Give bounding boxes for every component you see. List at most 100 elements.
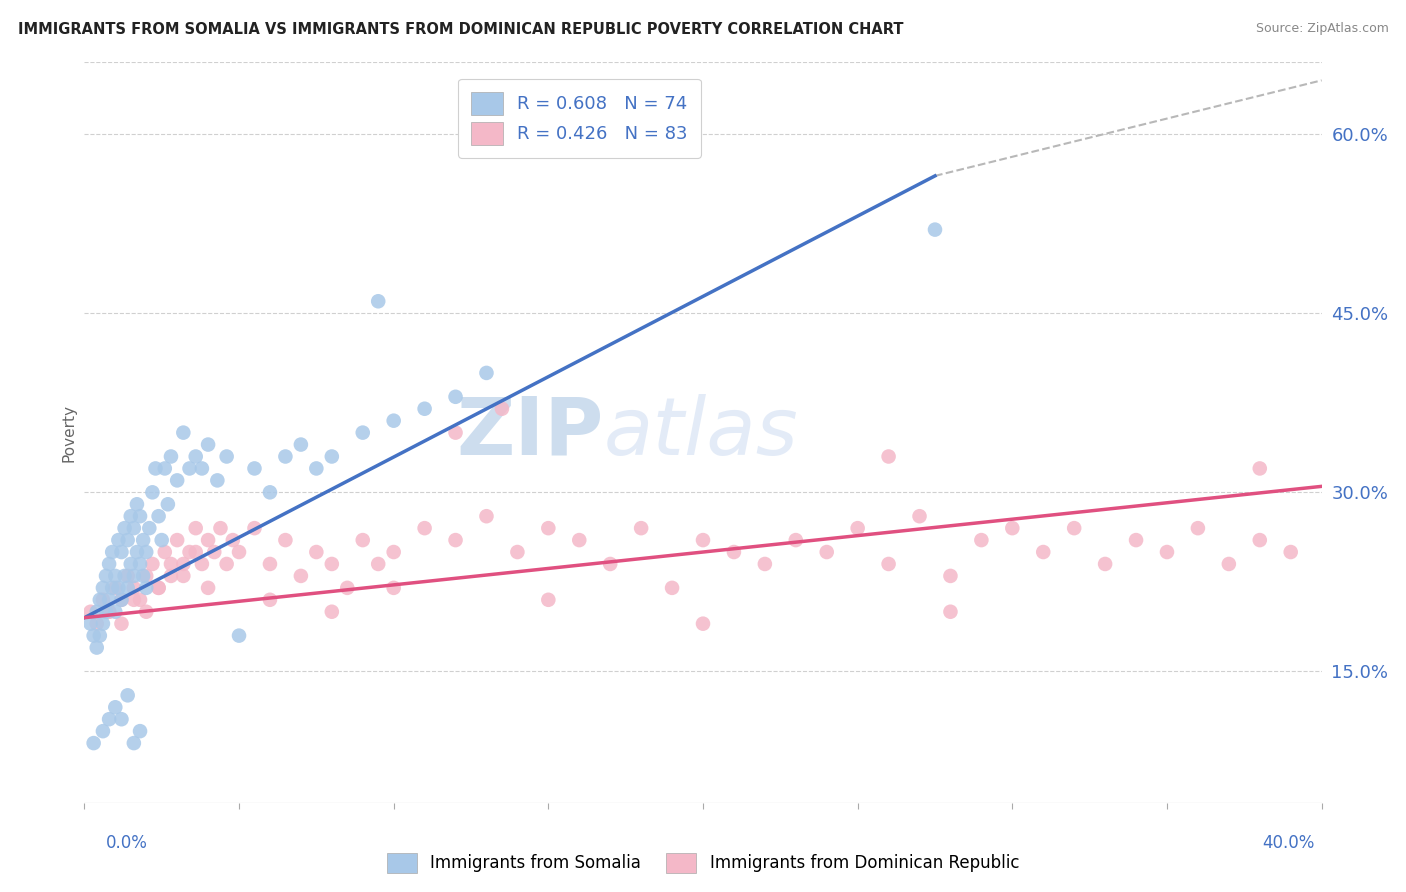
Point xyxy=(475,509,498,524)
Text: atlas: atlas xyxy=(605,393,799,472)
Point xyxy=(89,629,111,643)
Point xyxy=(692,616,714,631)
Point xyxy=(970,533,993,547)
Point xyxy=(125,545,148,559)
Point xyxy=(846,521,869,535)
Point xyxy=(135,569,157,583)
Point xyxy=(122,569,145,583)
Point xyxy=(228,629,250,643)
Point xyxy=(785,533,807,547)
Point xyxy=(630,521,652,535)
Point xyxy=(138,521,160,535)
Point xyxy=(98,605,121,619)
Point xyxy=(145,461,167,475)
Point xyxy=(1218,557,1240,571)
Point xyxy=(91,724,114,739)
Point xyxy=(117,689,139,703)
Point xyxy=(191,461,214,475)
Point xyxy=(184,545,207,559)
Point xyxy=(98,592,121,607)
Point xyxy=(1249,461,1271,475)
Point xyxy=(110,712,132,726)
Point xyxy=(132,569,155,583)
Point xyxy=(117,533,139,547)
Point xyxy=(215,450,238,464)
Legend: Immigrants from Somalia, Immigrants from Dominican Republic: Immigrants from Somalia, Immigrants from… xyxy=(380,847,1026,880)
Point xyxy=(122,581,145,595)
Text: IMMIGRANTS FROM SOMALIA VS IMMIGRANTS FROM DOMINICAN REPUBLIC POVERTY CORRELATIO: IMMIGRANTS FROM SOMALIA VS IMMIGRANTS FR… xyxy=(18,22,904,37)
Point xyxy=(815,545,838,559)
Point xyxy=(184,450,207,464)
Text: ZIP: ZIP xyxy=(457,393,605,472)
Point xyxy=(352,533,374,547)
Point xyxy=(132,533,155,547)
Point xyxy=(91,616,114,631)
Point xyxy=(924,222,946,236)
Point xyxy=(86,640,108,655)
Point xyxy=(135,581,157,595)
Point xyxy=(215,557,238,571)
Point xyxy=(367,557,389,571)
Point xyxy=(877,557,900,571)
Point xyxy=(939,569,962,583)
Point xyxy=(382,414,405,428)
Point xyxy=(129,509,152,524)
Point xyxy=(117,569,139,583)
Point xyxy=(172,557,194,571)
Point xyxy=(321,450,343,464)
Point xyxy=(98,557,121,571)
Point xyxy=(537,592,560,607)
Point xyxy=(382,545,405,559)
Point xyxy=(290,569,312,583)
Point xyxy=(135,605,157,619)
Point xyxy=(120,557,142,571)
Point xyxy=(413,401,436,416)
Point xyxy=(444,533,467,547)
Point xyxy=(98,605,121,619)
Point xyxy=(877,450,900,464)
Point xyxy=(166,533,188,547)
Point xyxy=(153,461,176,475)
Point xyxy=(104,581,127,595)
Point xyxy=(79,605,101,619)
Text: 40.0%: 40.0% xyxy=(1263,834,1315,852)
Point xyxy=(475,366,498,380)
Point xyxy=(104,700,127,714)
Point xyxy=(153,545,176,559)
Point xyxy=(107,581,129,595)
Point xyxy=(129,592,152,607)
Point xyxy=(939,605,962,619)
Point xyxy=(148,581,170,595)
Point xyxy=(259,485,281,500)
Point xyxy=(110,545,132,559)
Point xyxy=(491,401,513,416)
Point xyxy=(413,521,436,535)
Point xyxy=(1187,521,1209,535)
Point xyxy=(1063,521,1085,535)
Point xyxy=(98,712,121,726)
Point xyxy=(156,497,179,511)
Point xyxy=(1094,557,1116,571)
Point xyxy=(160,557,183,571)
Point xyxy=(101,581,124,595)
Point xyxy=(148,509,170,524)
Point xyxy=(661,581,683,595)
Point xyxy=(160,569,183,583)
Point xyxy=(228,545,250,559)
Point xyxy=(184,521,207,535)
Point xyxy=(197,581,219,595)
Point xyxy=(754,557,776,571)
Point xyxy=(274,450,297,464)
Point xyxy=(86,616,108,631)
Point xyxy=(506,545,529,559)
Point xyxy=(1125,533,1147,547)
Point xyxy=(191,557,214,571)
Point xyxy=(321,605,343,619)
Point xyxy=(104,569,127,583)
Point xyxy=(104,605,127,619)
Point xyxy=(107,533,129,547)
Point xyxy=(197,533,219,547)
Point xyxy=(305,545,328,559)
Y-axis label: Poverty: Poverty xyxy=(60,403,76,462)
Point xyxy=(197,437,219,451)
